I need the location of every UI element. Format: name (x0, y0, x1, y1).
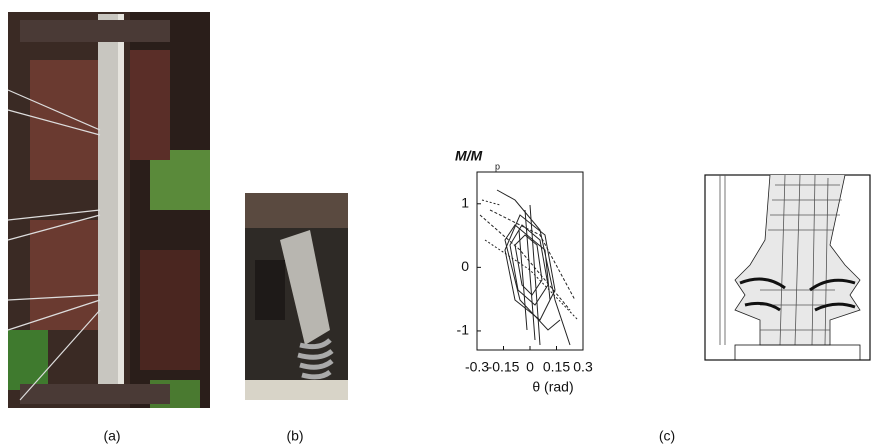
x-tick-label: 0.3 (573, 359, 593, 375)
x-tick-label: 0 (526, 359, 534, 375)
y-axis-label-sub: p (495, 161, 500, 171)
plot (476, 171, 584, 351)
photo-a (7, 12, 210, 408)
x-tick-label: 0.15 (543, 359, 570, 375)
fe-mesh (704, 174, 871, 361)
plot-frame (476, 171, 584, 351)
y-tick-label: -1 (457, 322, 470, 338)
panel-label: (c) (659, 428, 675, 444)
photo-b (245, 193, 348, 400)
panel-label: (a) (103, 428, 120, 444)
x-tick-label: -0.3 (465, 359, 489, 375)
panel-label: (b) (286, 428, 303, 444)
y-tick-label: 0 (461, 258, 469, 274)
y-axis-label: M/M (455, 148, 483, 164)
x-tick-label: -0.15 (488, 359, 520, 375)
y-tick-label: 1 (461, 194, 469, 210)
hysteresis-curves (479, 189, 579, 346)
x-axis-label: θ (rad) (532, 379, 573, 395)
